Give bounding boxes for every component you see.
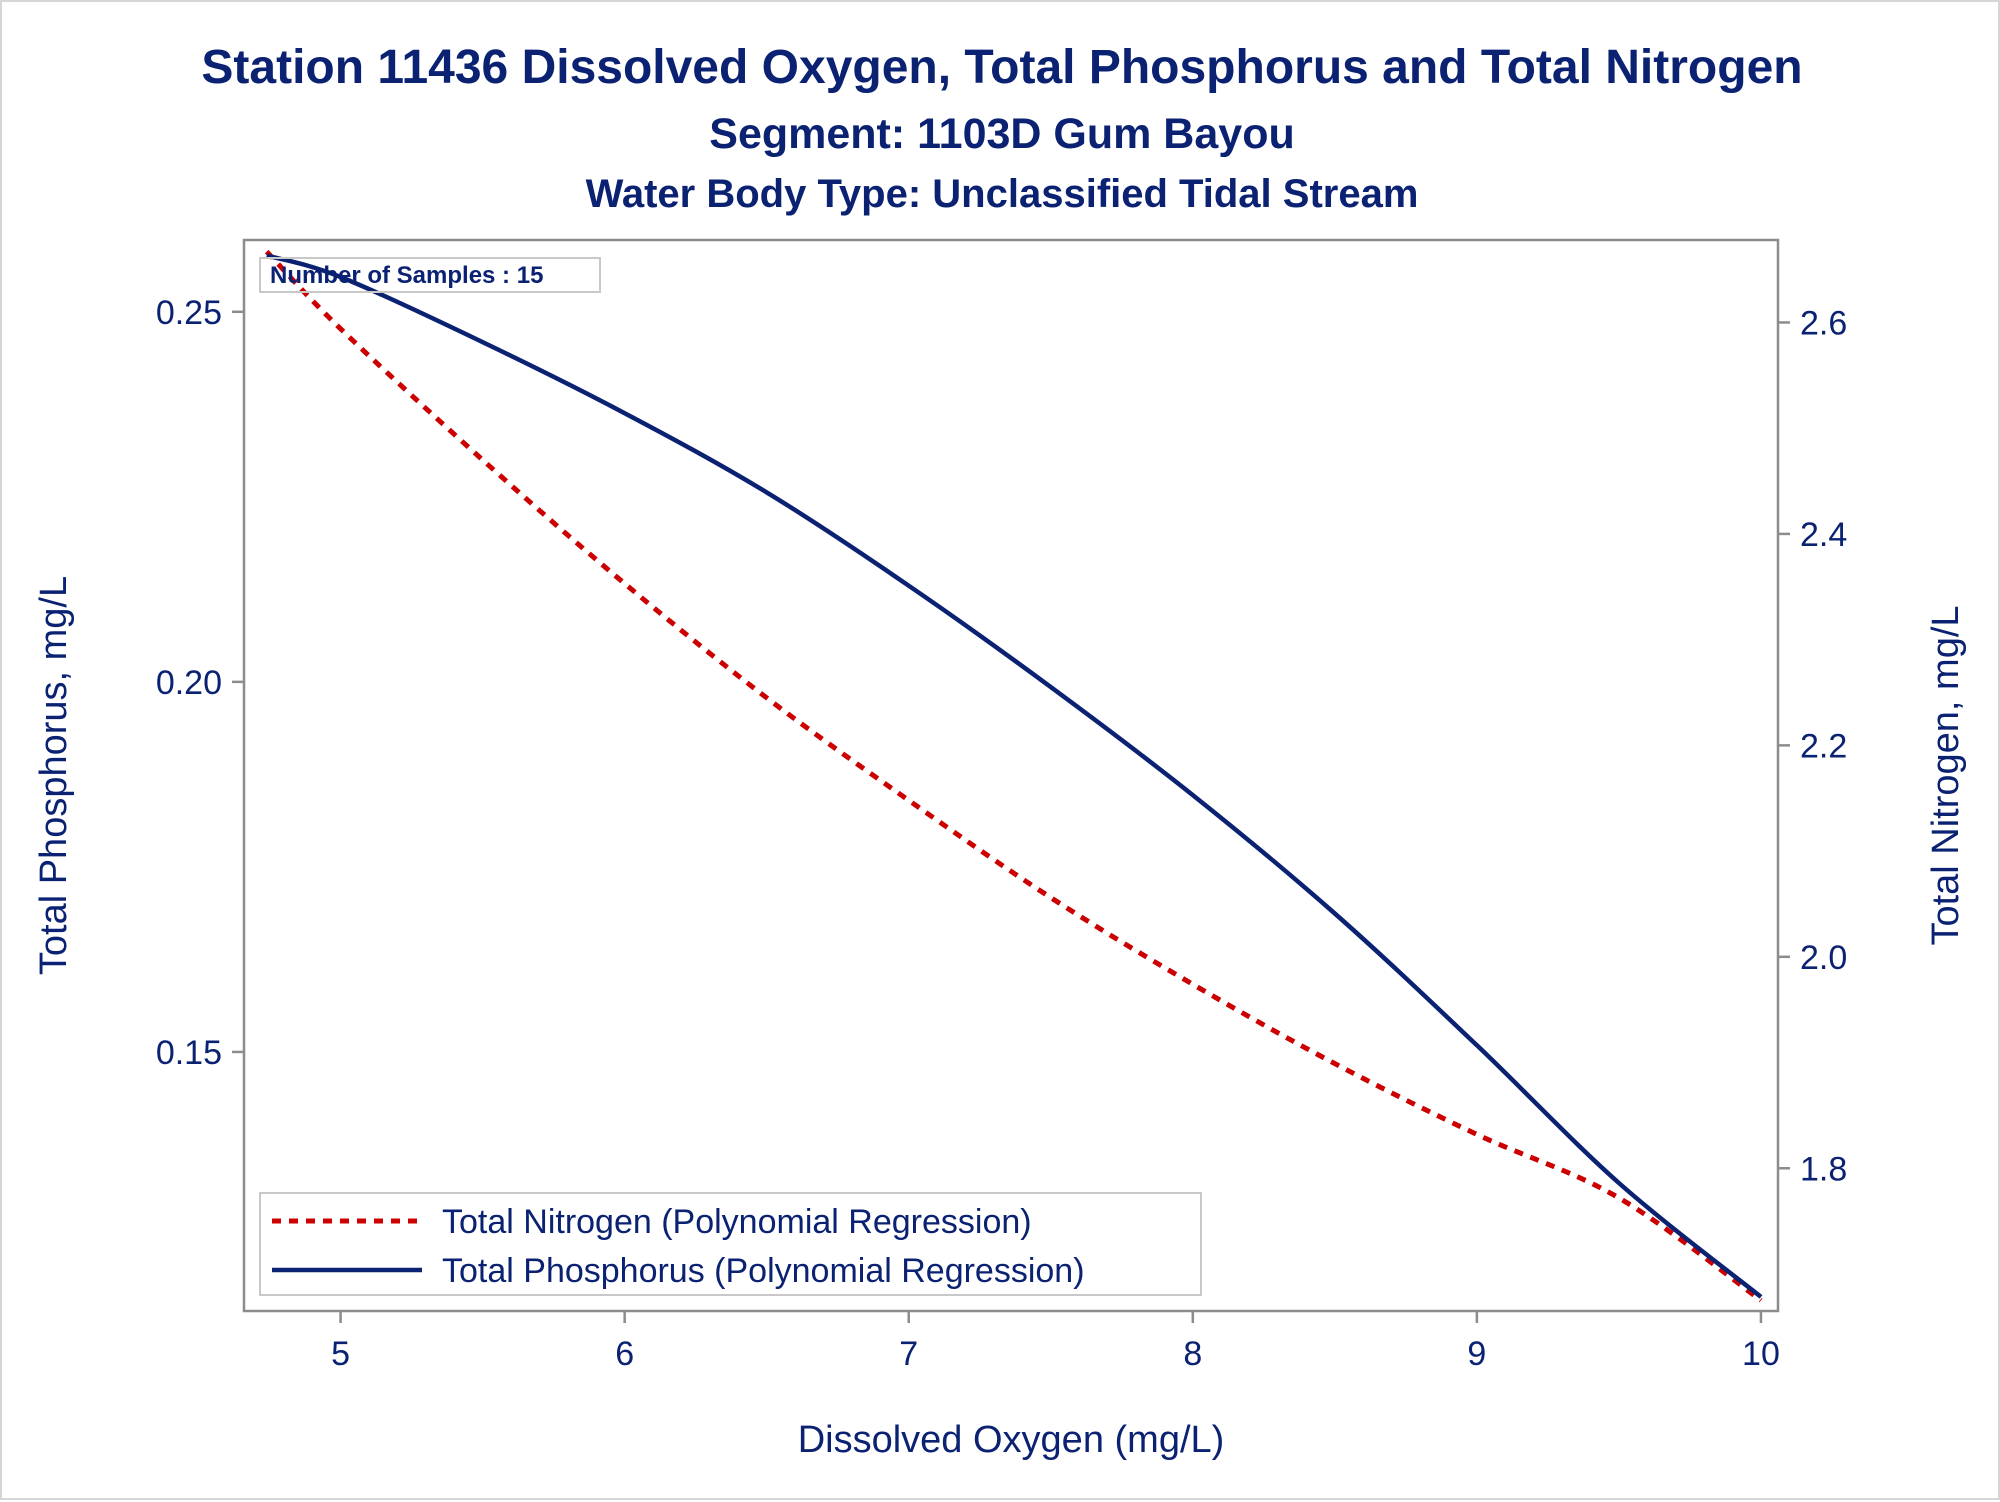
series-lines: [264, 249, 1763, 1303]
y-right-tick-label: 2.0: [1800, 939, 1847, 977]
y-right-tick-label: 2.6: [1800, 304, 1847, 342]
legend: Total Nitrogen (Polynomial Regression) T…: [259, 1192, 1202, 1296]
x-tick-label: 10: [1742, 1335, 1780, 1373]
x-tick-label: 5: [331, 1335, 350, 1373]
chart-title: Station 11436 Dissolved Oxygen, Total Ph…: [201, 41, 1803, 94]
y-axis-right-label: Total Nitrogen, mg/L: [1925, 605, 1967, 945]
legend-label-nitrogen: Total Nitrogen (Polynomial Regression): [442, 1203, 1032, 1241]
axis-ticks: 5 6 7 8 9 10 0.15 0.20 0.25 1.8 2.0 2.2 2.4 2.6: [156, 294, 1847, 1373]
x-tick-label: 7: [899, 1335, 918, 1373]
y-right-tick-label: 1.8: [1800, 1150, 1847, 1188]
series-line-nitrogen: [264, 249, 1763, 1303]
legend-box: [259, 1192, 1202, 1296]
plot-area: [242, 238, 1780, 1313]
x-tick-label: 9: [1467, 1335, 1486, 1373]
sample-count-box: Number of Samples : 15: [259, 257, 601, 293]
x-axis-label: Dissolved Oxygen (mg/L): [798, 1419, 1225, 1461]
y-left-tick-label: 0.15: [156, 1034, 222, 1072]
chart-subtitle-waterbody: Water Body Type: Unclassified Tidal Stre…: [585, 172, 1419, 216]
y-right-tick-label: 2.4: [1800, 516, 1847, 554]
sample-count-text: Number of Samples : 15: [270, 262, 543, 289]
y-axis-left-label: Total Phosphorus, mg/L: [33, 576, 75, 975]
series-line-phosphorus: [266, 253, 1763, 1299]
x-tick-label: 6: [615, 1335, 634, 1373]
x-tick-label: 8: [1183, 1335, 1202, 1373]
y-left-tick-label: 0.25: [156, 294, 222, 332]
chart-subtitle-segment: Segment: 1103D Gum Bayou: [709, 110, 1295, 158]
y-right-tick-label: 2.2: [1800, 727, 1847, 765]
y-left-tick-label: 0.20: [156, 664, 222, 702]
legend-label-phosphorus: Total Phosphorus (Polynomial Regression): [442, 1252, 1085, 1290]
